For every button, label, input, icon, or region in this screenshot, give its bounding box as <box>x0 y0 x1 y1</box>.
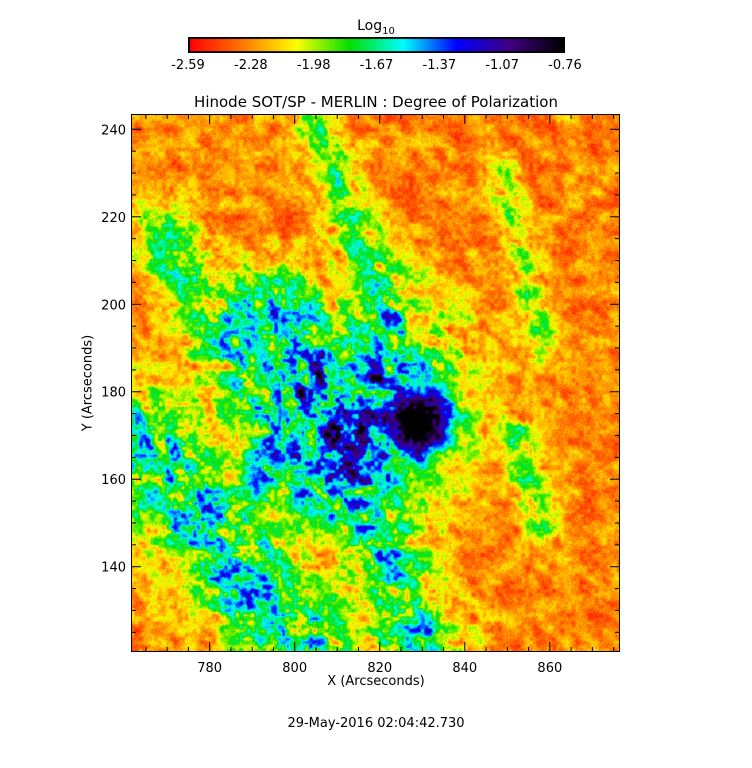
plot-frame <box>131 114 620 652</box>
chart-title: Hinode SOT/SP - MERLIN : Degree of Polar… <box>194 93 558 111</box>
colorbar-label: Log10 <box>357 18 395 37</box>
y-tick-label: 160 <box>101 473 126 488</box>
colorbar-tick-label: -1.07 <box>485 58 519 73</box>
x-tick-label: 860 <box>537 661 562 676</box>
colorbar-tick-label: -2.28 <box>234 58 268 73</box>
y-tick-label: 180 <box>101 386 126 401</box>
timestamp: 29-May-2016 02:04:42.730 <box>287 716 465 731</box>
y-tick-label: 240 <box>101 123 126 138</box>
x-tick-label: 780 <box>197 661 222 676</box>
x-axis-label: X (Arcseconds) <box>327 674 425 689</box>
y-tick-label: 220 <box>101 211 126 226</box>
y-tick-label: 140 <box>101 561 126 576</box>
colorbar-tick-label: -1.67 <box>359 58 394 73</box>
colorbar-tick-label: -1.37 <box>422 58 457 73</box>
colorbar-tick-label: -1.98 <box>296 58 331 73</box>
colorbar <box>188 37 565 53</box>
x-tick-label: 820 <box>367 661 392 676</box>
colorbar-tick-label: -0.76 <box>548 58 582 73</box>
y-tick-label: 200 <box>101 298 126 313</box>
colorbar-tick-label: -2.59 <box>171 58 205 73</box>
x-tick-label: 840 <box>452 661 477 676</box>
x-tick-label: 800 <box>282 661 307 676</box>
y-axis-label: Y (Arcseconds) <box>80 334 96 432</box>
polarization-heatmap <box>131 114 620 652</box>
